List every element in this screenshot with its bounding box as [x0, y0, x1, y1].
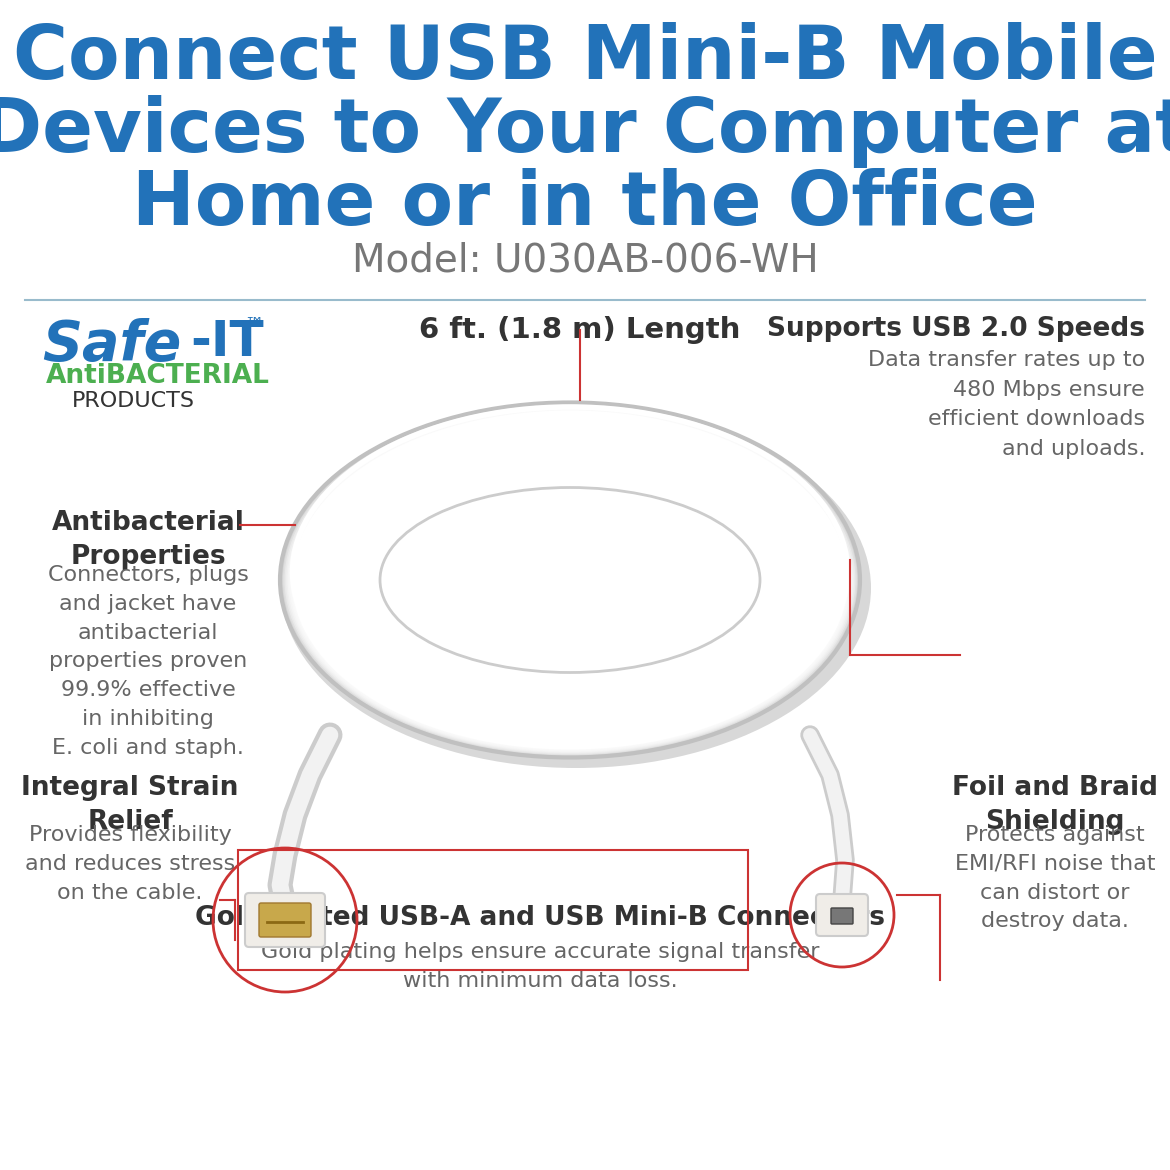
Ellipse shape [280, 402, 860, 757]
Text: ™: ™ [245, 316, 263, 335]
FancyBboxPatch shape [831, 908, 853, 924]
Text: Gold plating helps ensure accurate signal transfer
with minimum data loss.: Gold plating helps ensure accurate signa… [261, 942, 819, 991]
Text: Connect USB Mini-B Mobile: Connect USB Mini-B Mobile [13, 22, 1157, 95]
Text: Data transfer rates up to
480 Mbps ensure
efficient downloads
and uploads.: Data transfer rates up to 480 Mbps ensur… [868, 350, 1145, 459]
Ellipse shape [289, 408, 851, 751]
Text: Gold-Plated USB-A and USB Mini-B Connectors: Gold-Plated USB-A and USB Mini-B Connect… [195, 906, 885, 931]
Text: PRODUCTS: PRODUCTS [73, 391, 195, 411]
Text: Integral Strain
Relief: Integral Strain Relief [21, 775, 239, 835]
Text: Provides flexibility
and reduces stress
on the cable.: Provides flexibility and reduces stress … [25, 825, 235, 902]
Ellipse shape [284, 406, 855, 755]
FancyBboxPatch shape [815, 894, 868, 936]
Ellipse shape [380, 488, 760, 673]
Text: Antibacterial
Properties: Antibacterial Properties [51, 510, 245, 570]
Text: Protects against
EMI/RFI noise that
can distort or
destroy data.: Protects against EMI/RFI noise that can … [955, 825, 1155, 931]
Ellipse shape [288, 407, 853, 752]
Text: AntiBACTERIAL: AntiBACTERIAL [46, 363, 270, 388]
Bar [238, 849, 748, 970]
Text: 6 ft. (1.8 m) Length: 6 ft. (1.8 m) Length [419, 316, 741, 344]
Text: Connectors, plugs
and jacket have
antibacterial
properties proven
99.9% effectiv: Connectors, plugs and jacket have antiba… [48, 565, 248, 758]
Text: Devices to Your Computer at: Devices to Your Computer at [0, 95, 1170, 168]
Ellipse shape [290, 410, 849, 750]
Ellipse shape [283, 405, 856, 756]
FancyBboxPatch shape [259, 903, 311, 937]
Ellipse shape [282, 404, 859, 757]
Ellipse shape [292, 411, 848, 750]
FancyBboxPatch shape [245, 893, 325, 947]
Text: Model: U030AB-006-WH: Model: U030AB-006-WH [352, 242, 818, 280]
Text: -IT: -IT [190, 318, 263, 366]
Text: Home or in the Office: Home or in the Office [132, 168, 1038, 241]
Ellipse shape [285, 406, 854, 753]
Ellipse shape [281, 408, 870, 768]
Text: Supports USB 2.0 Speeds: Supports USB 2.0 Speeds [768, 316, 1145, 342]
Text: Safe: Safe [42, 318, 181, 372]
Text: Foil and Braid
Shielding: Foil and Braid Shielding [952, 775, 1158, 835]
